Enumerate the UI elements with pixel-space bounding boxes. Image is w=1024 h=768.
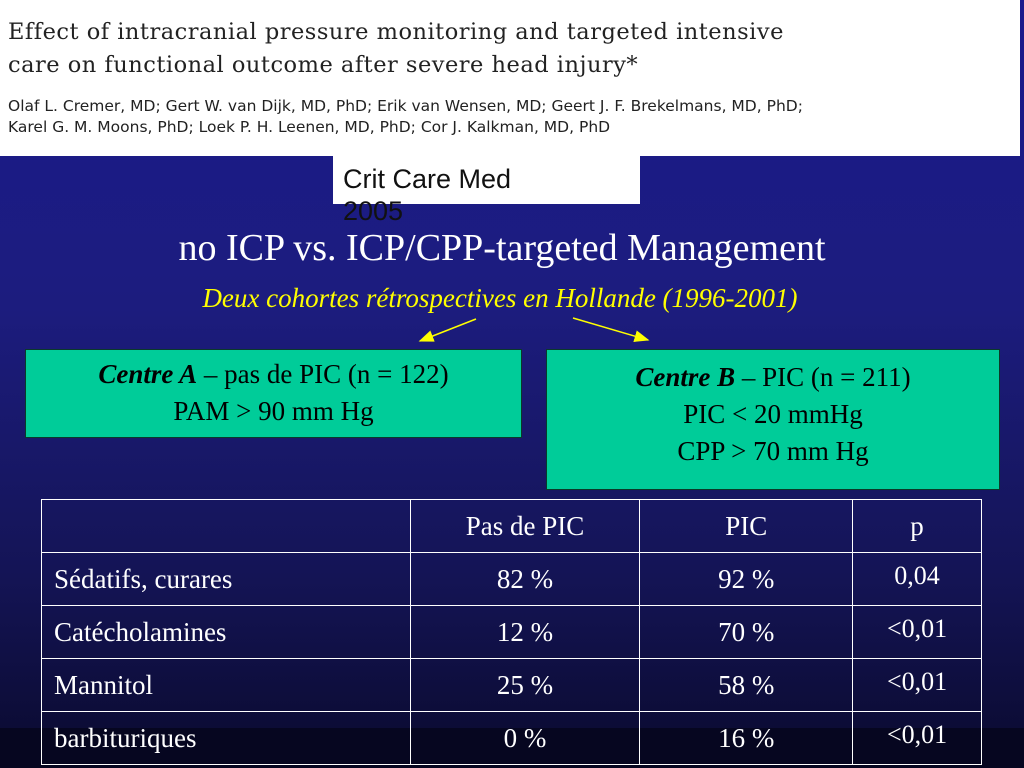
results-table: Pas de PIC PIC p Sédatifs, curares 82 % …: [41, 499, 982, 765]
table-cell: 0 %: [409, 711, 641, 765]
arrow-to-centre-b: [572, 317, 650, 342]
table-cell: 70 %: [639, 605, 854, 659]
centre-b-box: Centre B – PIC (n = 211) PIC < 20 mmHg C…: [546, 349, 1000, 490]
paper-header-image: Effect of intracranial pressure monitori…: [0, 0, 1020, 156]
table-header-cell: PIC: [639, 499, 854, 553]
centre-a-line-1: Centre A – pas de PIC (n = 122): [26, 356, 521, 393]
table-cell: 58 %: [639, 658, 854, 712]
table-cell: 16 %: [639, 711, 854, 765]
table-cell: 0,04: [852, 552, 982, 606]
table-cell: <0,01: [852, 711, 982, 765]
centre-a-line-2: PAM > 90 mm Hg: [173, 396, 374, 426]
paper-authors-line-2: Karel G. M. Moons, PhD; Loek P. H. Leene…: [8, 118, 611, 136]
centre-a-name: Centre A: [98, 359, 198, 389]
table-cell: 82 %: [409, 552, 641, 606]
table-header-row: Pas de PIC PIC p: [41, 499, 982, 553]
table-cell: 12 %: [409, 605, 641, 659]
table-cell: Mannitol: [41, 658, 411, 712]
arrow-to-centre-a: [418, 318, 477, 342]
paper-authors-line-1: Olaf L. Cremer, MD; Gert W. van Dijk, MD…: [8, 97, 803, 115]
table-cell: barbituriques: [41, 711, 411, 765]
centre-a-desc: – pas de PIC (n = 122): [197, 359, 449, 389]
centre-b-line-3: CPP > 70 mm Hg: [677, 436, 869, 466]
table-cell: <0,01: [852, 658, 982, 712]
table-cell: 25 %: [409, 658, 641, 712]
slide-subtitle: Deux cohortes rétrospectives en Hollande…: [202, 283, 798, 313]
centre-b-name: Centre B: [635, 362, 736, 392]
table-header-cell: [41, 499, 411, 553]
table-cell: Sédatifs, curares: [41, 552, 411, 606]
table-row: barbituriques 0 % 16 % <0,01: [41, 711, 982, 765]
table-row: Catécholamines 12 % 70 % <0,01: [41, 605, 982, 659]
table-header-cell: p: [852, 499, 982, 553]
centre-b-line-1: Centre B – PIC (n = 211): [547, 359, 999, 396]
table-row: Sédatifs, curares 82 % 92 % 0,04: [41, 552, 982, 606]
paper-title: Effect of intracranial pressure monitori…: [8, 16, 1010, 82]
table-cell: Catécholamines: [41, 605, 411, 659]
centre-a-box: Centre A – pas de PIC (n = 122) PAM > 90…: [25, 349, 522, 438]
slide-title: no ICP vs. ICP/CPP-targeted Management: [178, 227, 826, 269]
table-header-cell: Pas de PIC: [409, 499, 641, 553]
centre-b-line-2: PIC < 20 mmHg: [683, 399, 863, 429]
table-cell: 92 %: [639, 552, 854, 606]
centre-b-desc: – PIC (n = 211): [735, 362, 911, 392]
citation-label: Crit Care Med 2005: [333, 155, 640, 226]
paper-authors: Olaf L. Cremer, MD; Gert W. van Dijk, MD…: [8, 96, 1010, 138]
table-cell: <0,01: [852, 605, 982, 659]
paper-title-line-2: care on functional outcome after severe …: [8, 52, 639, 78]
paper-title-line-1: Effect of intracranial pressure monitori…: [8, 19, 784, 45]
table-row: Mannitol 25 % 58 % <0,01: [41, 658, 982, 712]
